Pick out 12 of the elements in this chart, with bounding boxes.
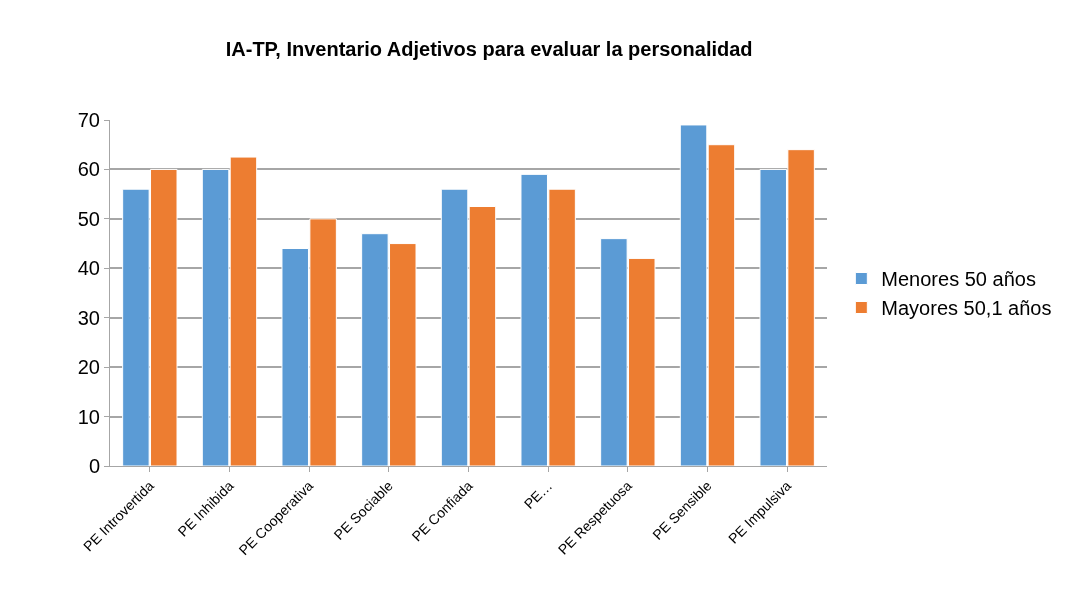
- legend-label: Mayores 50,1 años: [881, 297, 1052, 320]
- y-tick-label: 30: [77, 306, 100, 329]
- legend-label: Menores 50 años: [881, 268, 1036, 291]
- y-tick-label: 70: [77, 109, 100, 131]
- y-tick-label: 20: [77, 356, 100, 379]
- x-tick-label: PE…: [520, 477, 556, 512]
- y-tick-label: 0: [88, 455, 100, 477]
- y-tick-label: 10: [77, 405, 100, 428]
- y-tick-label: 40: [77, 257, 100, 280]
- y-tick-label: 60: [77, 158, 100, 181]
- chart-title: IA-TP, Inventario Adjetivos para evaluar la personalidad: [225, 37, 753, 60]
- y-tick-label: 50: [77, 207, 100, 230]
